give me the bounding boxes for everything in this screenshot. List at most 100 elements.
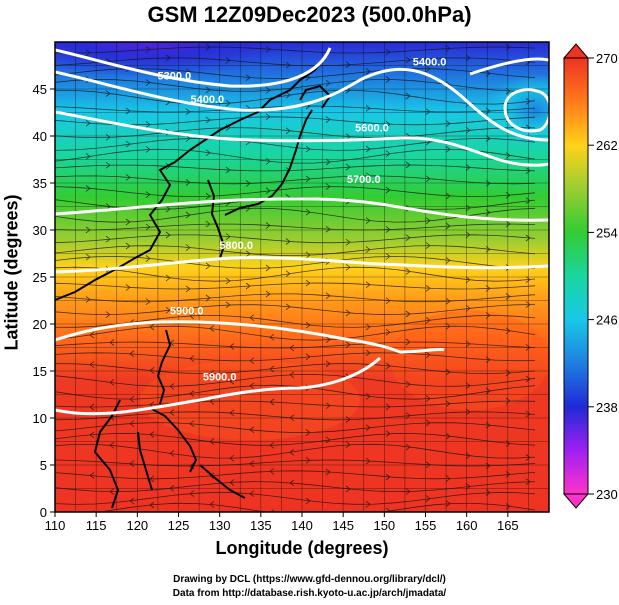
streamline [55,282,536,290]
stream-arrow [165,274,171,282]
streamline [55,89,536,105]
stream-arrow [125,242,131,250]
stream-arrow [125,218,131,226]
stream-arrow [305,175,311,183]
streamline [55,148,536,164]
stream-arrow [525,478,531,486]
stream-arrow [325,360,331,368]
streamline [55,374,536,387]
contour-label: 5300.0 [158,71,192,83]
stream-arrow [145,223,151,231]
stream-arrow [525,301,531,308]
stream-arrow [425,316,431,324]
contour-label: 5900.0 [203,371,237,383]
stream-arrow [289,414,295,422]
stream-arrow [205,294,211,302]
streamline [55,384,536,400]
stream-arrow [205,220,211,228]
stream-arrow [265,86,271,94]
colorbar-top-arrow [562,43,590,59]
x-tick-label: 155 [415,518,437,533]
streamline [55,459,536,467]
stream-arrow [425,217,431,225]
stream-arrow [365,500,371,508]
stream-arrow [485,209,491,216]
streamline [55,255,536,269]
x-tick-label: 150 [373,518,395,533]
stream-arrow [145,191,151,198]
x-tick-label: 115 [86,518,107,533]
stream-arrow [205,43,211,51]
stream-arrow [365,323,371,331]
stream-arrow [305,497,311,505]
colorbar-ticks: 270 262 254 246 238 230 [588,51,618,502]
stream-arrow [245,74,251,81]
stream-arrow [245,180,251,187]
colorbar-tick-label: 254 [596,225,618,240]
stream-arrow [229,377,235,385]
y-tick-label: 0 [40,505,47,520]
stream-arrow [485,70,491,77]
stream-arrow [169,484,175,492]
stream-arrow [525,375,531,383]
stream-arrow [385,150,391,158]
chart-title: GSM 12Z09Dec2023 (500.0hPa) [147,2,472,27]
contour-label: 5800.0 [219,240,253,252]
streamline [55,304,536,315]
stream-arrow [385,328,391,336]
stream-arrow [425,108,431,116]
stream-arrow [505,327,511,335]
stream-arrow [385,507,391,512]
stream-arrow [485,312,491,319]
stream-arrow [365,393,371,400]
stream-arrow [165,231,171,239]
stream-arrow [385,297,391,305]
credit-data-source: Data from http://database.rish.kyoto-u.a… [172,588,447,599]
stream-arrow [265,158,271,165]
streamline [55,127,536,139]
stream-arrow [365,349,371,357]
stream-arrow [325,436,331,444]
x-tick-label: 125 [168,518,190,533]
colorbar-tick-label: 262 [596,138,618,153]
stream-arrow [245,250,251,258]
stream-arrow [405,412,411,419]
stream-arrow [505,87,511,95]
stream-arrow [305,429,311,436]
stream-arrow [185,68,191,75]
stream-arrow [525,197,531,205]
stream-arrow [425,395,431,402]
stream-arrow [325,292,331,300]
stream-arrow [445,475,451,482]
stream-arrow [465,231,471,239]
stream-arrow [405,268,411,275]
streamline [55,502,536,512]
stream-arrow [285,91,291,99]
stream-arrow [425,65,431,73]
contour-labels: 5300.0 5400.0 5400.0 5600.0 5700.0 5800.0 5900… [158,57,447,384]
stream-arrow [425,419,431,427]
stream-arrow [365,246,371,253]
stream-arrow [109,339,115,346]
stream-arrow [405,488,411,495]
stream-arrow [209,325,215,332]
stream-arrow [325,336,331,344]
stream-arrow [270,509,275,512]
stream-arrow [289,448,295,456]
streamline [55,223,536,231]
stream-arrow [345,238,351,246]
stream-arrow [165,163,171,170]
stream-arrow [225,301,231,309]
stream-arrow [285,270,291,278]
stream-arrow [265,187,271,195]
stream-arrow [169,450,175,457]
stream-arrow [185,211,191,219]
streamline [55,470,536,480]
stream-arrow [145,255,151,262]
stream-arrow [149,431,155,438]
stream-arrow [285,61,291,69]
stream-arrow [385,473,391,481]
stream-arrow [485,356,491,364]
stream-arrow [85,119,91,127]
stream-arrow [89,472,95,479]
